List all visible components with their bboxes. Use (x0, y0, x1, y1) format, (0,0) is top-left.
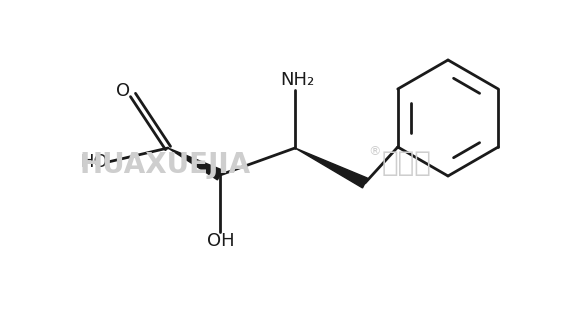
Polygon shape (295, 148, 368, 188)
Text: HUAXUEJIA: HUAXUEJIA (80, 151, 251, 179)
Polygon shape (168, 148, 223, 180)
Text: NH₂: NH₂ (280, 71, 314, 89)
Text: ®: ® (369, 146, 381, 158)
Text: HO: HO (80, 153, 108, 171)
Text: 化学加: 化学加 (382, 149, 432, 177)
Text: OH: OH (207, 232, 235, 250)
Text: O: O (116, 82, 130, 100)
